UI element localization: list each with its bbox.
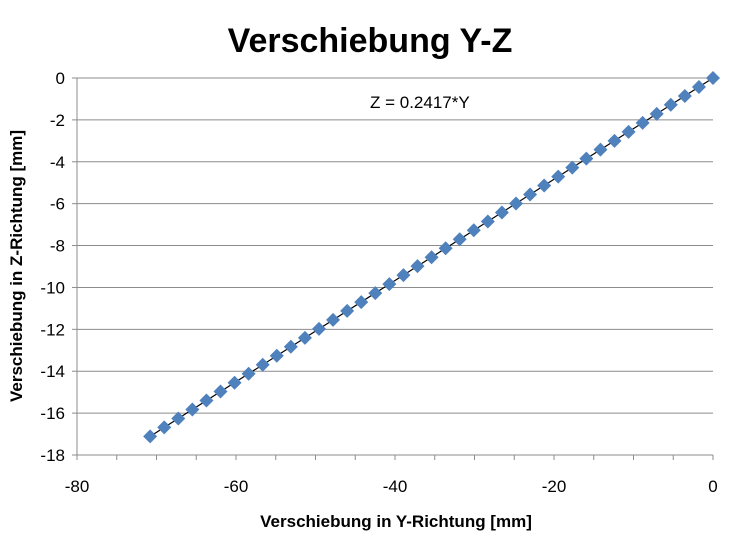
data-point xyxy=(171,411,186,426)
y-tick-label: 0 xyxy=(56,69,65,88)
x-tick-label: -40 xyxy=(383,477,408,496)
y-tick-label: -12 xyxy=(40,320,65,339)
x-tick-label: 0 xyxy=(708,477,717,496)
y-axis-label: Verschiebung in Z-Richtung [mm] xyxy=(7,130,26,402)
y-tick-label: -8 xyxy=(50,237,65,256)
data-point xyxy=(241,366,256,381)
data-point xyxy=(593,142,608,157)
data-point xyxy=(635,115,650,130)
data-point xyxy=(508,196,523,211)
data-point xyxy=(480,214,495,229)
tick-labels: 0 -2 -4 -6 -8 -10 -12 -14 -16 -18-80 -60 -40 -20 0 xyxy=(40,69,717,496)
data-point xyxy=(311,321,326,336)
data-point xyxy=(143,429,158,444)
y-tick-label: -6 xyxy=(50,195,65,214)
data-point xyxy=(523,187,538,202)
data-point xyxy=(579,151,594,166)
x-tick-label: -60 xyxy=(224,477,249,496)
x-axis-label: Verschiebung in Y-Richtung [mm] xyxy=(260,512,532,531)
data-point xyxy=(706,71,720,85)
data-point xyxy=(494,205,509,220)
data-point xyxy=(691,80,706,95)
data-point xyxy=(185,402,200,417)
data-point xyxy=(157,420,172,435)
data-point xyxy=(537,178,552,193)
axes xyxy=(72,77,714,460)
data-point xyxy=(368,286,383,301)
gridlines xyxy=(77,77,713,414)
data-point xyxy=(677,89,692,104)
x-tick-label: -80 xyxy=(65,477,90,496)
data-point xyxy=(297,330,312,345)
y-tick-label: -16 xyxy=(40,404,65,423)
data-point xyxy=(649,106,664,121)
data-point xyxy=(565,160,580,175)
data-point xyxy=(382,277,397,292)
data-point xyxy=(354,295,369,310)
trendline-equation: Z = 0.2417*Y xyxy=(370,93,470,112)
data-point xyxy=(452,232,467,247)
data-point xyxy=(269,348,284,363)
y-tick-label: -10 xyxy=(40,278,65,297)
chart-title: Verschiebung Y-Z xyxy=(228,22,513,60)
data-point xyxy=(424,250,439,265)
data-point xyxy=(438,241,453,256)
data-point xyxy=(607,133,622,148)
y-tick-label: -14 xyxy=(40,362,65,381)
data-point xyxy=(283,339,298,354)
data-point xyxy=(621,124,636,139)
data-point xyxy=(213,384,228,399)
data-points xyxy=(143,71,720,444)
data-point xyxy=(227,375,242,390)
data-point xyxy=(326,312,341,327)
data-point xyxy=(340,303,355,318)
x-tick-label: -20 xyxy=(542,477,567,496)
data-point xyxy=(255,357,270,372)
y-tick-label: -18 xyxy=(40,446,65,465)
data-point xyxy=(551,169,566,184)
data-point xyxy=(396,268,411,283)
y-tick-label: -2 xyxy=(50,111,65,130)
data-point xyxy=(410,259,425,274)
data-point xyxy=(663,97,678,112)
data-point xyxy=(466,223,481,238)
y-tick-label: -4 xyxy=(50,153,65,172)
data-point xyxy=(199,393,214,408)
